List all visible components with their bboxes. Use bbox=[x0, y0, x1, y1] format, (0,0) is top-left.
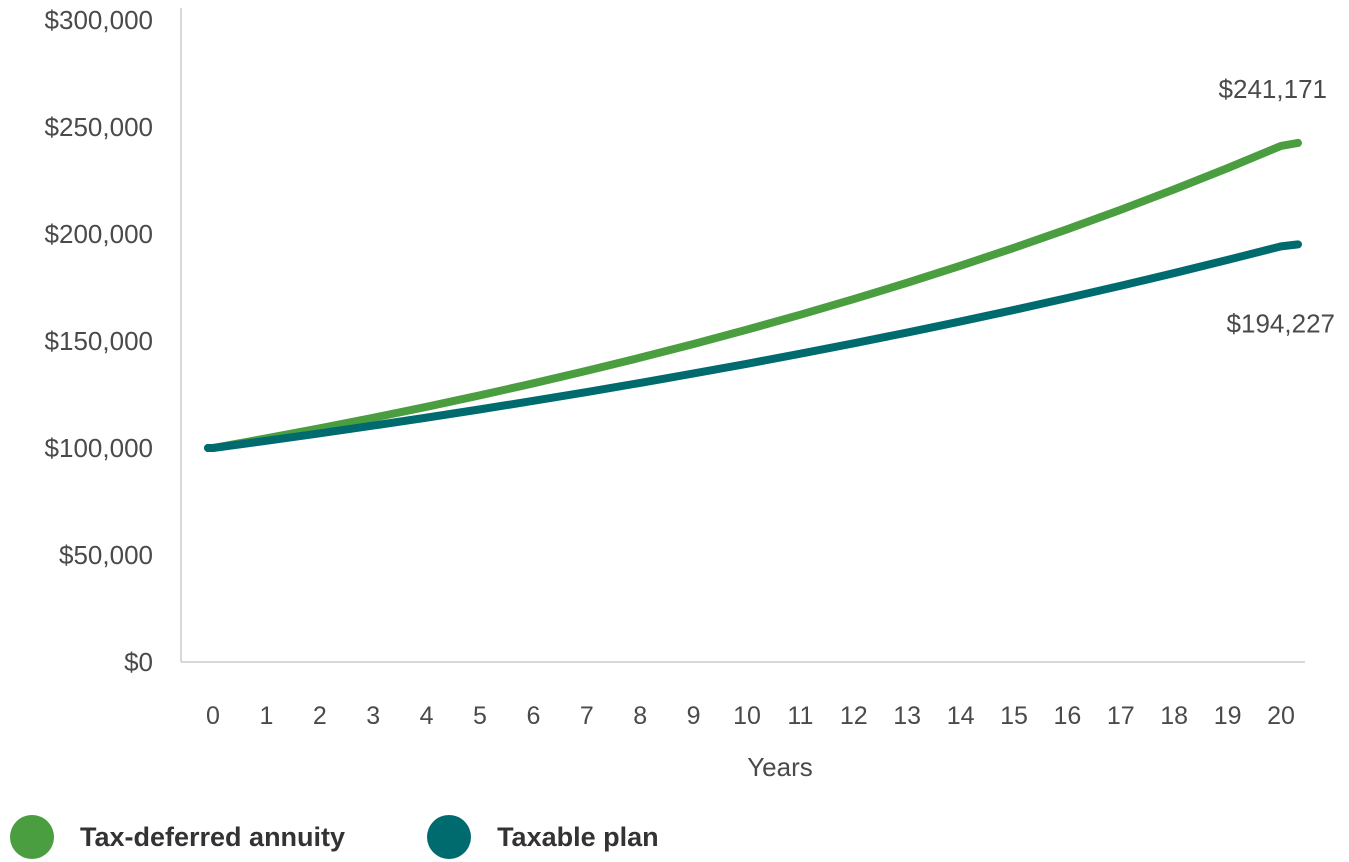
series-line-tax-deferred bbox=[204, 138, 1302, 452]
series-lines bbox=[204, 138, 1302, 452]
legend-label-taxable: Taxable plan bbox=[497, 821, 659, 852]
y-tick-label: $100,000 bbox=[45, 433, 153, 463]
legend-item-taxable: Taxable plan bbox=[427, 815, 659, 859]
legend: Tax-deferred annuity Taxable plan bbox=[10, 815, 741, 859]
end-labels: $241,171 $194,227 bbox=[1219, 74, 1335, 338]
y-tick-label: $0 bbox=[124, 647, 153, 677]
x-tick-label: 0 bbox=[206, 702, 220, 730]
x-tick-label: 2 bbox=[313, 702, 327, 730]
legend-swatch-tax-deferred bbox=[10, 815, 54, 859]
y-tick-label: $300,000 bbox=[45, 5, 153, 35]
x-tick-label: 5 bbox=[473, 702, 487, 730]
end-value-label-taxable: $194,227 bbox=[1227, 308, 1335, 338]
x-tick-label: 14 bbox=[947, 702, 975, 730]
y-tick-labels: $0 $50,000 $100,000 $150,000 $200,000 $250,00… bbox=[45, 5, 153, 677]
legend-item-tax-deferred: Tax-deferred annuity bbox=[10, 815, 345, 859]
end-value-label-tax-deferred: $241,171 bbox=[1219, 74, 1327, 104]
x-tick-label: 18 bbox=[1160, 702, 1188, 730]
x-axis-title: Years bbox=[747, 752, 813, 782]
x-tick-label: 16 bbox=[1053, 702, 1081, 730]
x-tick-label: 4 bbox=[420, 702, 434, 730]
x-tick-label: 10 bbox=[733, 702, 761, 730]
x-tick-label: 6 bbox=[526, 702, 540, 730]
x-tick-label: 9 bbox=[687, 702, 701, 730]
x-tick-labels: 0 1 2 3 4 5 6 7 8 9 10 11 12 13 14 15 16 17 18 19 20 bbox=[206, 702, 1295, 730]
x-tick-label: 15 bbox=[1000, 702, 1028, 730]
legend-swatch-taxable bbox=[427, 815, 472, 859]
x-tick-label: 13 bbox=[893, 702, 921, 730]
x-tick-label: 8 bbox=[633, 702, 647, 730]
x-tick-label: 17 bbox=[1107, 702, 1135, 730]
x-tick-label: 12 bbox=[840, 702, 868, 730]
y-tick-label: $200,000 bbox=[45, 219, 153, 249]
y-tick-label: $50,000 bbox=[59, 540, 153, 570]
x-tick-label: 20 bbox=[1267, 702, 1295, 730]
x-tick-label: 1 bbox=[259, 702, 273, 730]
x-tick-label: 11 bbox=[787, 702, 813, 730]
x-tick-label: 3 bbox=[366, 702, 380, 730]
x-tick-label: 19 bbox=[1214, 702, 1242, 730]
y-tick-label: $250,000 bbox=[45, 112, 153, 142]
series-line-taxable bbox=[204, 240, 1302, 452]
legend-label-tax-deferred: Tax-deferred annuity bbox=[80, 821, 346, 852]
x-tick-label: 7 bbox=[580, 702, 594, 730]
axes bbox=[180, 8, 1305, 663]
y-tick-label: $150,000 bbox=[45, 326, 153, 356]
